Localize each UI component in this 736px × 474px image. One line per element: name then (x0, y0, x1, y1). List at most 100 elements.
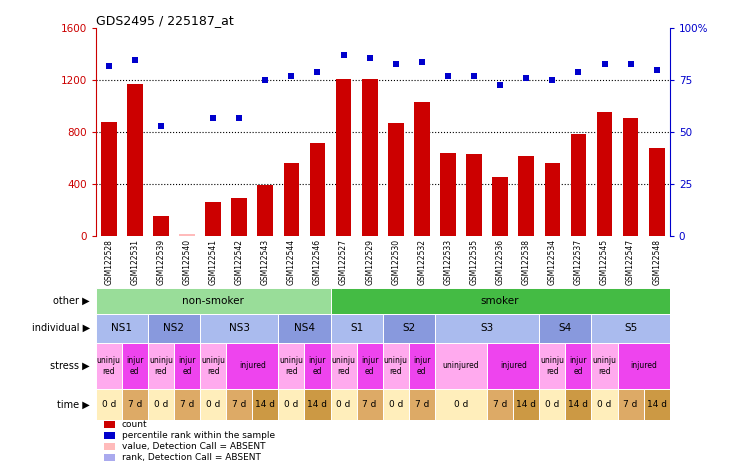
Text: non-smoker: non-smoker (183, 296, 244, 306)
Text: 7 d: 7 d (363, 401, 377, 410)
Text: GSM122541: GSM122541 (208, 239, 218, 285)
Text: uninju
red: uninju red (201, 356, 225, 375)
Bar (440, 153, 456, 236)
Text: GSM122532: GSM122532 (417, 239, 426, 285)
Bar (408, 343, 435, 389)
Bar (330, 343, 357, 389)
Bar (330, 389, 357, 420)
Bar (226, 389, 252, 420)
Text: GSM122527: GSM122527 (339, 239, 348, 285)
Text: injur
ed: injur ed (413, 356, 431, 375)
Bar (330, 314, 383, 343)
Bar (565, 343, 592, 389)
Text: time ▶: time ▶ (57, 400, 90, 410)
Text: NS4: NS4 (294, 323, 315, 333)
Bar (153, 216, 169, 236)
Bar (513, 389, 539, 420)
Text: GSM122544: GSM122544 (287, 239, 296, 285)
Text: S5: S5 (624, 323, 637, 333)
Bar (618, 389, 644, 420)
Bar (644, 389, 670, 420)
Bar (435, 314, 539, 343)
Bar (357, 389, 383, 420)
Text: injured: injured (238, 361, 266, 370)
Bar (105, 443, 115, 450)
Text: GSM122547: GSM122547 (626, 239, 635, 285)
Text: 14 d: 14 d (308, 401, 328, 410)
Bar (105, 454, 115, 461)
Bar (435, 389, 487, 420)
Text: injur
ed: injur ed (361, 356, 378, 375)
Bar (258, 185, 273, 236)
Text: rank, Detection Call = ABSENT: rank, Detection Call = ABSENT (121, 453, 261, 462)
Text: GSM122528: GSM122528 (105, 239, 113, 284)
Bar (565, 389, 592, 420)
Text: uninju
red: uninju red (149, 356, 173, 375)
Text: 0 d: 0 d (206, 401, 220, 410)
Text: 0 d: 0 d (154, 401, 168, 410)
Text: S1: S1 (350, 323, 364, 333)
Bar (121, 389, 148, 420)
Text: uninju
red: uninju red (332, 356, 355, 375)
Bar (148, 389, 174, 420)
Text: GSM122531: GSM122531 (130, 239, 139, 285)
Text: 0 d: 0 d (336, 401, 351, 410)
Text: GSM122542: GSM122542 (235, 239, 244, 285)
Text: GSM122546: GSM122546 (313, 239, 322, 285)
Bar (618, 343, 670, 389)
Bar (545, 164, 560, 236)
Bar (570, 134, 587, 236)
Text: 14 d: 14 d (568, 401, 588, 410)
Text: injured: injured (630, 361, 657, 370)
Bar (205, 202, 221, 236)
Bar (174, 389, 200, 420)
Text: 0 d: 0 d (284, 401, 299, 410)
Bar (592, 389, 618, 420)
Bar (101, 122, 116, 236)
Bar (487, 343, 539, 389)
Bar (518, 155, 534, 236)
Bar (357, 343, 383, 389)
Text: injur
ed: injur ed (178, 356, 196, 375)
Bar (649, 148, 665, 236)
Bar (539, 343, 565, 389)
Bar (105, 432, 115, 439)
Text: stress ▶: stress ▶ (50, 361, 90, 371)
Text: S2: S2 (402, 323, 415, 333)
Text: GSM122545: GSM122545 (600, 239, 609, 285)
Text: 0 d: 0 d (102, 401, 116, 410)
Text: GSM122534: GSM122534 (548, 239, 557, 285)
Text: 0 d: 0 d (545, 401, 559, 410)
Bar (330, 288, 670, 314)
Text: injur
ed: injur ed (570, 356, 587, 375)
Text: 7 d: 7 d (493, 401, 507, 410)
Text: GSM122540: GSM122540 (183, 239, 191, 285)
Text: injur
ed: injur ed (308, 356, 326, 375)
Text: uninjured: uninjured (442, 361, 479, 370)
Bar (96, 389, 121, 420)
Text: NS3: NS3 (229, 323, 250, 333)
Bar (414, 102, 430, 236)
Bar (179, 234, 195, 236)
Text: NS2: NS2 (163, 323, 185, 333)
Text: GSM122538: GSM122538 (522, 239, 531, 285)
Bar (362, 79, 378, 236)
Text: GSM122529: GSM122529 (365, 239, 374, 285)
Bar (105, 420, 115, 428)
Text: GSM122536: GSM122536 (495, 239, 505, 285)
Bar (487, 389, 513, 420)
Text: NS1: NS1 (111, 323, 132, 333)
Text: uninju
red: uninju red (383, 356, 408, 375)
Text: injured: injured (500, 361, 527, 370)
Bar (305, 389, 330, 420)
Bar (539, 314, 592, 343)
Bar (278, 389, 305, 420)
Text: uninju
red: uninju red (96, 356, 121, 375)
Bar (336, 79, 351, 236)
Text: other ▶: other ▶ (53, 296, 90, 306)
Bar (310, 143, 325, 236)
Bar (200, 314, 278, 343)
Bar (121, 343, 148, 389)
Bar (148, 314, 200, 343)
Bar (388, 123, 403, 236)
